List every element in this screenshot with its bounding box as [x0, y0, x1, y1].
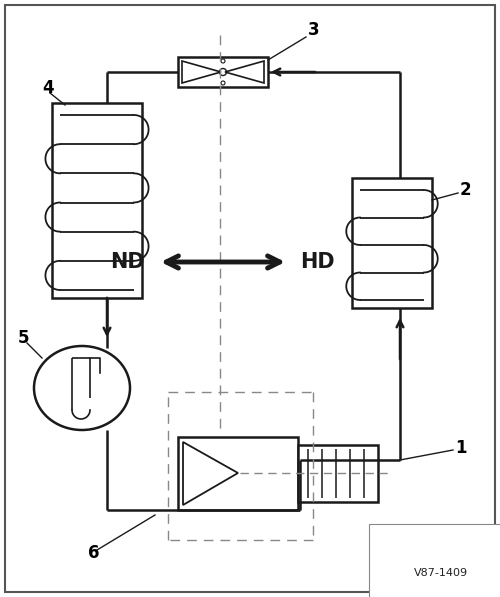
- Text: ND: ND: [110, 252, 145, 272]
- Text: 6: 6: [88, 544, 100, 562]
- Bar: [52, 103, 142, 298]
- Text: 4: 4: [42, 79, 54, 97]
- Text: HD: HD: [300, 252, 334, 272]
- Bar: [298, 445, 378, 502]
- Text: 1: 1: [455, 439, 466, 457]
- Text: 5: 5: [18, 329, 30, 347]
- Ellipse shape: [34, 346, 130, 430]
- Bar: [178, 57, 268, 87]
- Text: 2: 2: [460, 181, 471, 199]
- Bar: [178, 437, 298, 510]
- Bar: [352, 178, 432, 308]
- Text: V87-1409: V87-1409: [414, 568, 468, 578]
- Text: 3: 3: [308, 21, 320, 39]
